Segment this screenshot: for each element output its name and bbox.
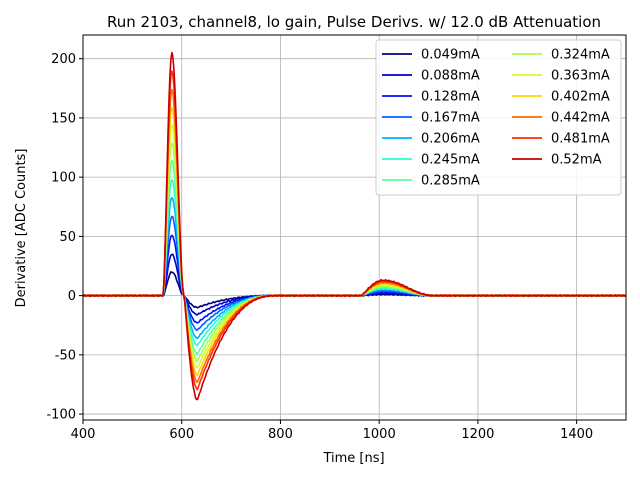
legend-label: 0.481mA: [551, 132, 610, 147]
x-tick-label: 400: [71, 427, 96, 442]
legend-label: 0.088mA: [421, 69, 480, 84]
x-axis-label: Time [ns]: [322, 451, 384, 466]
series-line: [82, 51, 627, 401]
legend-label: 0.245mA: [421, 153, 480, 168]
chart-title: Run 2103, channel8, lo gain, Pulse Deriv…: [107, 13, 601, 31]
legend: 0.049mA 0.088mA 0.128mA 0.167mA 0.206mA 0.245…: [375, 39, 622, 196]
legend-label: 0.324mA: [551, 48, 610, 63]
legend-label: 0.128mA: [421, 90, 480, 105]
y-axis: -100 -50 0 50 100 150 200: [46, 52, 83, 423]
x-axis: 400 600 800 1000 1200 1400: [71, 420, 593, 442]
plot-area: [82, 51, 627, 401]
legend-label: 0.206mA: [421, 132, 480, 147]
legend-label: 0.167mA: [421, 111, 480, 126]
legend-label: 0.402mA: [551, 90, 610, 105]
x-tick-label: 1000: [363, 427, 396, 442]
plot-frame: [82, 34, 627, 421]
x-tick-label: 1400: [560, 427, 593, 442]
x-tick-label: 600: [169, 427, 194, 442]
legend-label: 0.285mA: [421, 174, 480, 189]
y-tick-label: 150: [51, 111, 76, 126]
y-tick-label: -100: [46, 408, 76, 423]
legend-label: 0.442mA: [551, 111, 610, 126]
legend-label: 0.363mA: [551, 69, 610, 84]
y-tick-label: 50: [59, 230, 76, 245]
y-axis-label: Derivative [ADC Counts]: [14, 149, 29, 308]
x-tick-label: 1200: [461, 427, 494, 442]
x-tick-label: 800: [268, 427, 293, 442]
y-tick-label: 100: [51, 171, 76, 186]
y-tick-label: 0: [68, 289, 76, 304]
legend-label: 0.049mA: [421, 48, 480, 63]
legend-label: 0.52mA: [551, 153, 602, 168]
y-tick-label: 200: [51, 52, 76, 67]
legend-box: [375, 39, 622, 196]
y-tick-label: -50: [55, 348, 76, 363]
